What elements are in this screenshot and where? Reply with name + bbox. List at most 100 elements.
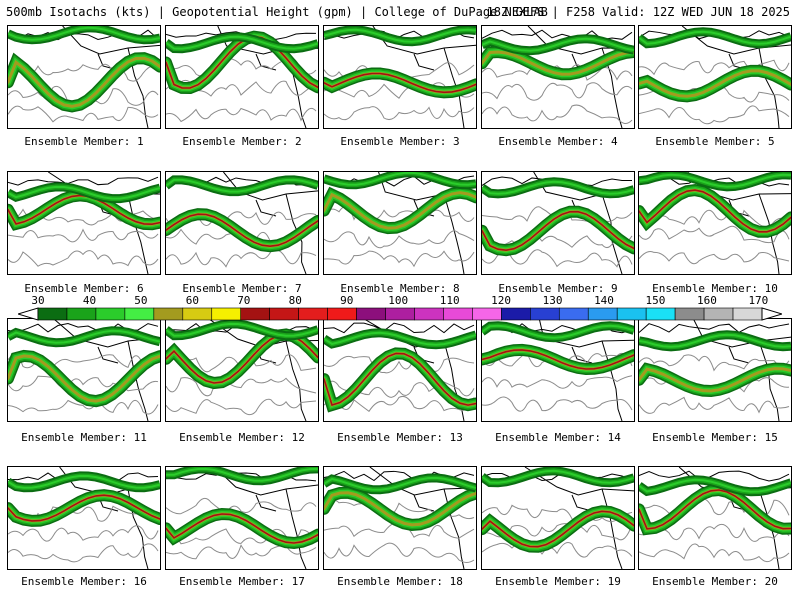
height-contour bbox=[482, 64, 633, 81]
ensemble-member-caption: Ensemble Member: 3 bbox=[340, 135, 460, 148]
ensemble-member-caption: Ensemble Member: 17 bbox=[179, 575, 305, 588]
isotach-band-north bbox=[166, 467, 318, 482]
colorbar-swatch bbox=[269, 307, 299, 321]
ensemble-map-member-11 bbox=[8, 319, 160, 421]
ensemble-member-caption: Ensemble Member: 1 bbox=[24, 135, 144, 148]
isotach-band-north bbox=[8, 329, 160, 344]
height-contour bbox=[482, 396, 633, 412]
colorbar-swatch bbox=[645, 307, 676, 321]
height-contour bbox=[166, 107, 317, 123]
coastline-border bbox=[324, 467, 476, 569]
ensemble-member-caption: Ensemble Member: 14 bbox=[495, 431, 621, 444]
colorbar-swatch bbox=[356, 307, 386, 321]
colorbar-swatch bbox=[298, 307, 328, 321]
isotach-band bbox=[639, 489, 791, 530]
isotach-band bbox=[8, 494, 160, 522]
colorbar-tick-label: 80 bbox=[288, 294, 302, 307]
coastline-border bbox=[8, 319, 160, 421]
isotach-band-north bbox=[324, 172, 476, 186]
colorbar-swatch bbox=[472, 307, 502, 321]
ensemble-panel bbox=[323, 171, 477, 275]
ensemble-map-member-15 bbox=[639, 319, 791, 421]
height-contour bbox=[324, 355, 475, 374]
height-contour bbox=[8, 228, 159, 243]
coastline-border bbox=[8, 26, 160, 128]
height-contour bbox=[166, 398, 317, 416]
isotach-band-north bbox=[324, 331, 476, 346]
colorbar-swatch bbox=[66, 307, 97, 321]
colorbar-tick-label: 150 bbox=[645, 294, 666, 307]
colorbar-tick-label: 110 bbox=[439, 294, 460, 307]
coastline-border bbox=[166, 467, 318, 569]
height-contour bbox=[324, 542, 475, 563]
ensemble-panel bbox=[481, 25, 635, 129]
ensemble-panel bbox=[323, 466, 477, 570]
height-contour bbox=[482, 104, 633, 124]
isotach-band bbox=[166, 513, 318, 544]
height-contour bbox=[639, 59, 790, 76]
isotach-band bbox=[324, 72, 476, 94]
colorbar-tick-label: 30 bbox=[31, 294, 45, 307]
ensemble-map-member-19 bbox=[482, 467, 634, 569]
isotach-band-north bbox=[166, 35, 318, 50]
colorbar-left-arrow bbox=[18, 307, 39, 321]
colorbar-swatch bbox=[37, 307, 68, 321]
coastline-border bbox=[324, 319, 476, 421]
height-contour bbox=[166, 249, 317, 268]
colorbar-tick-label: 70 bbox=[237, 294, 251, 307]
ensemble-member-caption: Ensemble Member: 15 bbox=[652, 431, 778, 444]
colorbar-swatch bbox=[703, 307, 734, 321]
colorbar-tick-label: 130 bbox=[542, 294, 563, 307]
colorbar-tick-label: 40 bbox=[82, 294, 97, 307]
ensemble-map-member-13 bbox=[324, 319, 476, 421]
colorbar-tick-label: 100 bbox=[388, 294, 409, 307]
colorbar-tick-label: 60 bbox=[185, 294, 199, 307]
header-product-title: 500mb Isotachs (kts) | Geopotential Heig… bbox=[6, 5, 548, 19]
colorbar-swatch bbox=[95, 307, 126, 321]
ensemble-map-member-3 bbox=[324, 26, 476, 128]
height-contour bbox=[324, 106, 475, 121]
coastline-border bbox=[482, 319, 634, 421]
ensemble-member-caption: Ensemble Member: 9 bbox=[498, 282, 618, 295]
ensemble-member-caption: Ensemble Member: 20 bbox=[652, 575, 778, 588]
ensemble-member-caption: Ensemble Member: 16 bbox=[21, 575, 147, 588]
isotach-band bbox=[482, 50, 634, 76]
isotach-band-north bbox=[166, 322, 318, 337]
isotach-band bbox=[639, 189, 791, 233]
colorbar-swatch bbox=[414, 307, 444, 321]
isotach-band-north bbox=[482, 179, 634, 197]
height-contour bbox=[8, 525, 159, 542]
isotach-band-north bbox=[639, 333, 791, 348]
ensemble-panel bbox=[165, 318, 319, 422]
ensemble-member-caption: Ensemble Member: 12 bbox=[179, 431, 305, 444]
colorbar-swatch bbox=[674, 307, 705, 321]
isotach-band-north bbox=[482, 469, 634, 484]
isotach-band-north bbox=[639, 173, 791, 188]
ensemble-map-member-14 bbox=[482, 319, 634, 421]
header-run-valid-time: 18Z GEFS | F258 Valid: 12Z WED JUN 18 20… bbox=[486, 5, 790, 19]
ensemble-member-caption: Ensemble Member: 10 bbox=[652, 282, 778, 295]
ensemble-panel bbox=[638, 171, 792, 275]
colorbar-tick-label: 50 bbox=[134, 294, 148, 307]
height-contour bbox=[166, 544, 317, 560]
coastline-border bbox=[166, 172, 318, 274]
isotach-band-north bbox=[8, 26, 160, 41]
ensemble-panel bbox=[638, 466, 792, 570]
ensemble-map-member-8 bbox=[324, 172, 476, 274]
colorbar-swatch bbox=[558, 307, 589, 321]
colorbar-swatch bbox=[240, 307, 270, 321]
isotach-band-north bbox=[8, 26, 160, 43]
ensemble-member-caption: Ensemble Member: 7 bbox=[182, 282, 302, 295]
ensemble-panel bbox=[323, 318, 477, 422]
colorbar-swatch bbox=[124, 307, 155, 321]
isotach-band bbox=[8, 56, 160, 108]
ensemble-map-member-5 bbox=[639, 26, 791, 128]
height-contour bbox=[166, 497, 317, 515]
ensemble-panel bbox=[7, 318, 161, 422]
isotach-colorbar: 30 40 50 60 70 80 90 100 110 120 130 140 150 160 170 bbox=[18, 295, 782, 321]
ensemble-map-member-20 bbox=[639, 467, 791, 569]
colorbar-swatch bbox=[327, 307, 357, 321]
colorbar-tick-label: 90 bbox=[340, 294, 354, 307]
ensemble-map-member-7 bbox=[166, 172, 318, 274]
height-contour bbox=[8, 352, 159, 369]
